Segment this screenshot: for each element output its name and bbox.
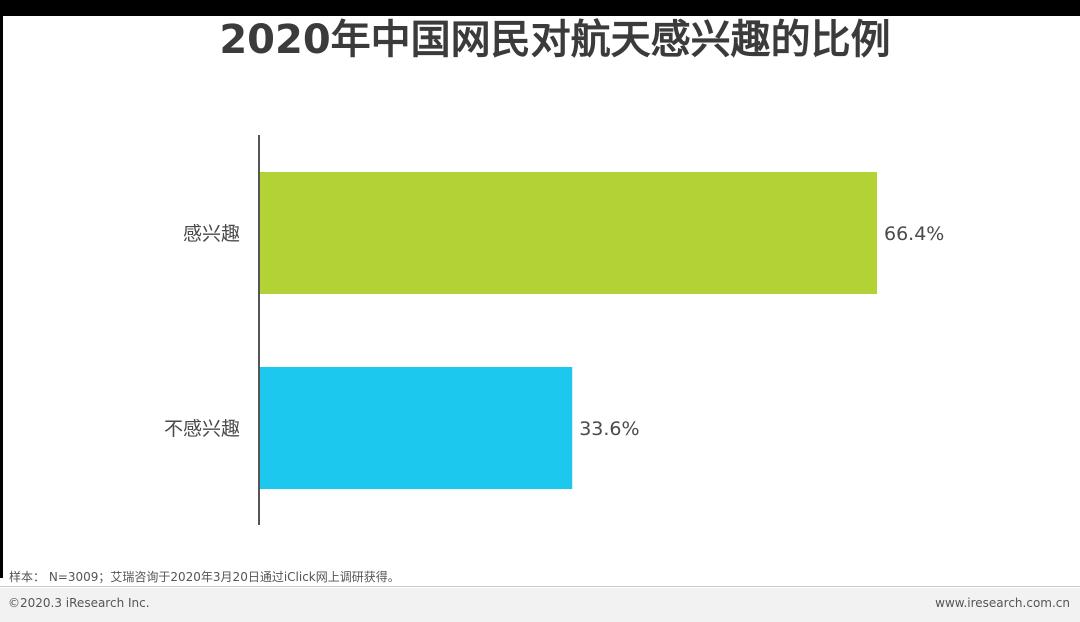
category-label: 感兴趣 [183,223,240,245]
top-black-bar [0,0,1080,16]
left-black-edge [0,16,3,578]
bar-interested [260,172,877,294]
footer-band [0,588,1080,622]
footer-divider [0,586,1080,587]
value-label: 33.6% [579,418,639,440]
category-label: 不感兴趣 [164,418,240,440]
bars-layer: 感兴趣 66.4% 不感兴趣 33.6% [164,172,944,489]
chart-title: 2020年中国网民对航天感兴趣的比例 [219,17,891,63]
copyright-text: ©2020.3 iResearch Inc. [8,596,150,610]
bar-not-interested [260,367,573,489]
sample-note: 样本： N=3009；艾瑞咨询于2020年3月20日通过iClick网上调研获得… [9,570,400,584]
value-label: 66.4% [884,223,944,245]
website-link[interactable]: www.iresearch.com.cn [935,596,1070,610]
